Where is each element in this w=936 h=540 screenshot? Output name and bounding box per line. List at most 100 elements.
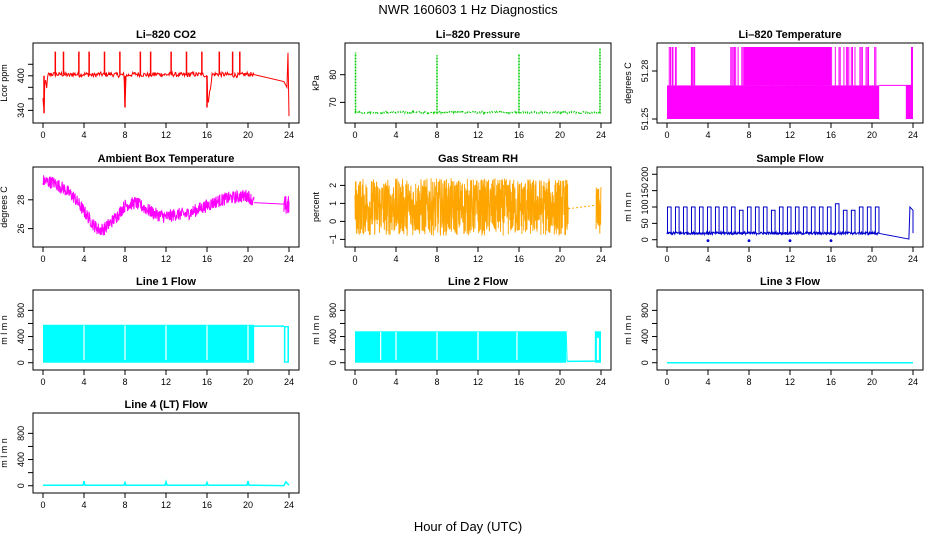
y-tick-label: 0 (16, 483, 26, 488)
x-tick-label: 12 (785, 130, 795, 140)
x-tick-label: 24 (596, 377, 606, 387)
data-line (43, 479, 290, 487)
y-tick-label: 80 (328, 70, 338, 80)
x-tick-label: 20 (555, 254, 565, 264)
x-tick-label: 20 (555, 130, 565, 140)
flow-pulse (778, 206, 784, 234)
y-tick-label: 800 (328, 303, 338, 318)
plot-area (354, 48, 601, 116)
data-point (706, 239, 710, 243)
y-tick-label: 100 (640, 199, 650, 214)
data-line (254, 202, 284, 205)
flow-pulse (738, 209, 744, 234)
x-tick-label: 12 (473, 130, 483, 140)
flow-pulse (730, 206, 736, 234)
panel-ylabel: m l m n (311, 315, 321, 345)
x-tick-label: 24 (284, 500, 294, 510)
plot-area (42, 175, 290, 236)
data-line (354, 109, 601, 116)
figure-xlabel: Hour of Day (UTC) (414, 519, 522, 534)
x-tick-label: 24 (284, 130, 294, 140)
data-line (568, 204, 596, 210)
chart-panel: Line 4 (LT) Flow m l m n 0 4 8 12 16 20 24 0 400 80… (0, 399, 300, 510)
chart-panel: Li–820 Pressure kPa 0 4 8 12 16 20 24 70 80 (311, 29, 612, 140)
y-tick-label: 800 (16, 426, 26, 441)
panel-ylabel: degrees C (0, 186, 9, 228)
plot-area (43, 479, 290, 487)
data-line (565, 331, 568, 362)
flow-pulse (667, 206, 672, 234)
y-tick-label: 0 (640, 237, 650, 242)
y-tick-label: 1 (328, 201, 338, 206)
x-tick-label: 8 (122, 377, 127, 387)
data-line (595, 187, 602, 234)
flow-pulse (754, 206, 760, 234)
y-tick-label: 51.28 (640, 60, 650, 83)
x-tick-label: 20 (243, 377, 253, 387)
flow-pulse (770, 209, 776, 234)
x-tick-label: 4 (81, 500, 86, 510)
plot-frame (344, 289, 612, 371)
x-tick-label: 12 (785, 254, 795, 264)
chart-panel: Li–820 CO2 Lcor ppm 0 4 8 12 16 20 24 340 400 (0, 29, 300, 140)
chart-panel: Li–820 Temperature degrees C 0 4 8 12 16 20 24 51… (623, 29, 924, 140)
x-tick-label: 20 (867, 130, 877, 140)
x-tick-label: 4 (81, 130, 86, 140)
x-tick-label: 16 (826, 377, 836, 387)
flow-pulse (826, 206, 832, 234)
panel-ylabel: Lcor ppm (0, 64, 9, 102)
x-tick-label: 8 (122, 500, 127, 510)
flow-pulse (850, 209, 856, 234)
chart-panel: Line 1 Flow m l m n 0 4 8 12 16 20 24 0 400 800 (0, 276, 300, 387)
x-tick-label: 4 (393, 254, 398, 264)
plot-frame (32, 42, 300, 124)
flow-pulse (675, 206, 680, 234)
x-tick-label: 24 (284, 254, 294, 264)
flow-pulse (722, 206, 728, 234)
x-tick-label: 0 (40, 500, 45, 510)
data-line (878, 205, 914, 240)
x-tick-label: 0 (664, 130, 669, 140)
panel-title: Line 4 (LT) Flow (125, 399, 208, 411)
panel-title: Line 2 Flow (448, 276, 508, 288)
y-tick-label: 0 (328, 360, 338, 365)
y-tick-label: 800 (640, 303, 650, 318)
x-tick-label: 8 (746, 377, 751, 387)
x-tick-label: 8 (434, 377, 439, 387)
panel-title: Line 1 Flow (136, 276, 196, 288)
y-tick-label: 800 (16, 303, 26, 318)
data-band (667, 85, 880, 119)
chart-panel: Line 3 Flow m l m n 0 4 8 12 16 20 24 0 400 800 (623, 276, 924, 387)
y-tick-label: 200 (640, 167, 650, 182)
x-tick-label: 4 (393, 377, 398, 387)
x-tick-label: 4 (393, 130, 398, 140)
x-tick-label: 16 (202, 130, 212, 140)
flow-pulse (810, 206, 816, 234)
data-line (283, 196, 290, 214)
plot-frame (656, 289, 924, 371)
flow-pulse (706, 206, 712, 234)
x-tick-label: 20 (867, 377, 877, 387)
data-band (355, 331, 567, 363)
x-tick-label: 12 (473, 377, 483, 387)
x-tick-label: 16 (826, 130, 836, 140)
x-tick-label: 12 (161, 377, 171, 387)
flow-pulse (746, 206, 752, 234)
panel-title: Ambient Box Temperature (98, 153, 235, 165)
panel-title: Line 3 Flow (760, 276, 820, 288)
panel-ylabel: percent (311, 191, 321, 222)
y-tick-label: 0 (640, 360, 650, 365)
x-tick-label: 4 (705, 377, 710, 387)
gap-line (596, 337, 599, 361)
y-tick-label: 400 (328, 329, 338, 344)
data-point (747, 239, 751, 243)
x-tick-label: 20 (243, 254, 253, 264)
x-tick-label: 12 (785, 377, 795, 387)
x-tick-label: 20 (243, 500, 253, 510)
y-tick-label: −1 (328, 234, 338, 244)
data-point (829, 239, 833, 243)
plot-area (43, 324, 289, 363)
panel-ylabel: m l m n (623, 192, 633, 222)
x-tick-label: 16 (826, 254, 836, 264)
